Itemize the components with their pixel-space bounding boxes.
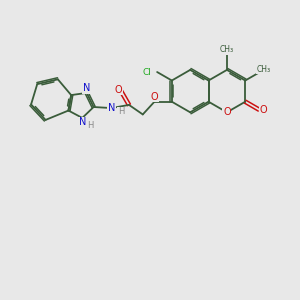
Text: N: N [108,103,115,113]
Text: N: N [83,83,90,94]
Text: CH₃: CH₃ [256,64,271,74]
Text: O: O [151,92,158,102]
Text: Cl: Cl [143,68,152,76]
Text: O: O [114,85,122,94]
Text: H: H [118,107,124,116]
Text: O: O [223,107,231,117]
Text: H: H [87,122,94,130]
Text: N: N [79,117,86,127]
Text: O: O [260,105,267,115]
Text: CH₃: CH₃ [220,45,234,54]
